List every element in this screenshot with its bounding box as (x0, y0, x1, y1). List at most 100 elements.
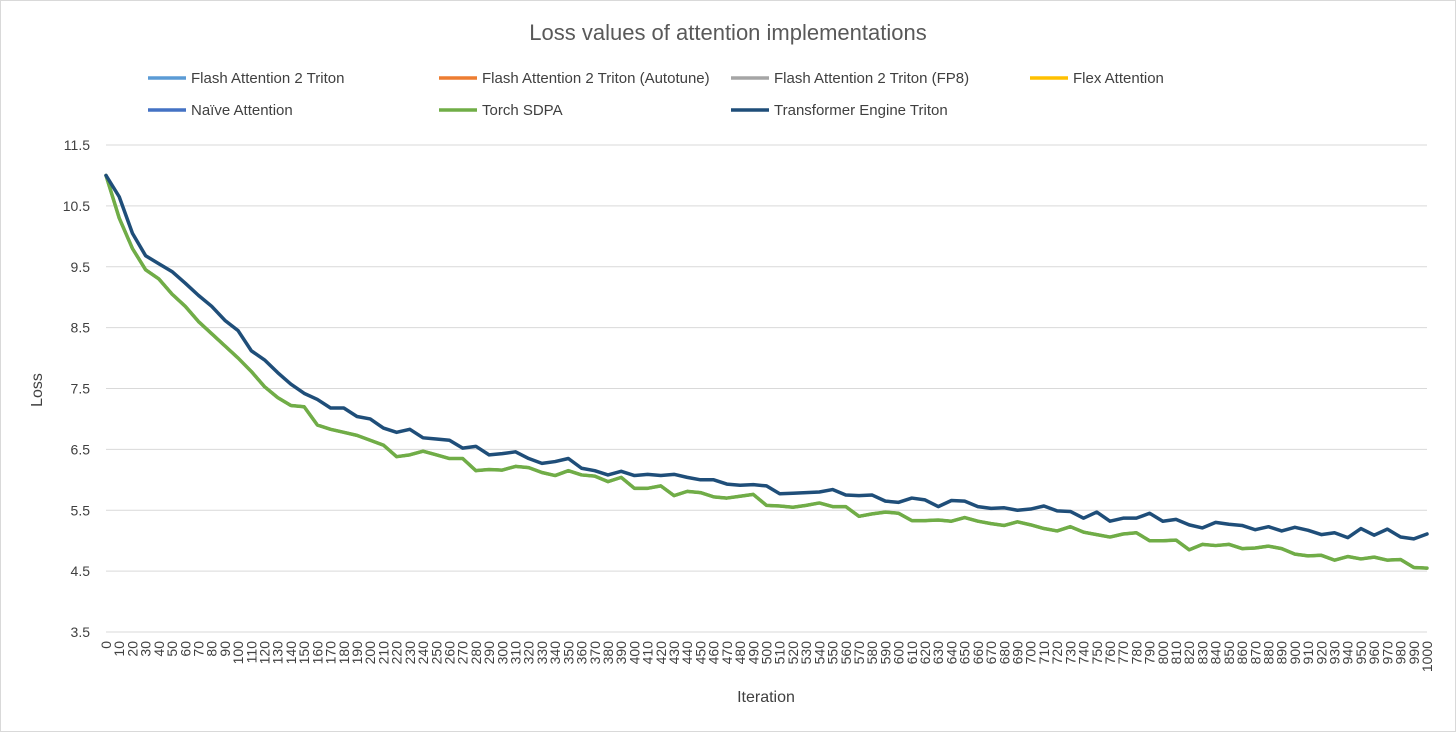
x-tick-label: 310 (508, 641, 524, 665)
legend-label: Torch SDPA (482, 102, 563, 119)
legend-label: Flash Attention 2 Triton (191, 70, 344, 87)
y-tick-label: 7.5 (71, 381, 91, 397)
x-tick-label: 840 (1208, 641, 1224, 665)
x-tick-label: 130 (270, 641, 286, 665)
chart-title: Loss values of attention implementations (529, 20, 926, 45)
x-tick-label: 750 (1089, 641, 1105, 665)
gridlines (106, 144, 1427, 633)
x-tick-label: 270 (455, 641, 471, 665)
x-tick-label: 730 (1062, 641, 1078, 665)
x-tick-label: 900 (1287, 641, 1303, 665)
x-tick-label: 430 (666, 641, 682, 665)
y-tick-label: 5.5 (71, 502, 91, 518)
x-tick-label: 620 (917, 641, 933, 665)
x-tick-label: 140 (283, 641, 299, 665)
x-tick-label: 700 (1023, 641, 1039, 665)
x-tick-label: 970 (1379, 641, 1395, 665)
series-line-4 (104, 173, 1429, 570)
x-tick-label: 600 (891, 641, 907, 665)
x-tick-label: 10 (111, 641, 127, 657)
x-tick-label: 120 (257, 641, 273, 665)
x-tick-label: 20 (124, 641, 140, 657)
x-tick-label: 180 (336, 641, 352, 665)
x-tick-label: 560 (838, 641, 854, 665)
x-tick-label: 590 (877, 641, 893, 665)
x-tick-label: 260 (441, 641, 457, 665)
y-tick-label: 6.5 (71, 441, 91, 457)
x-tick-label: 510 (772, 641, 788, 665)
x-tick-label: 30 (138, 641, 154, 657)
legend: Flash Attention 2 Triton Flash Attention … (148, 70, 1164, 119)
x-tick-label: 330 (534, 641, 550, 665)
x-tick-label: 340 (547, 641, 563, 665)
x-tick-label: 870 (1247, 641, 1263, 665)
x-tick-label: 850 (1221, 641, 1237, 665)
x-tick-label: 770 (1115, 641, 1131, 665)
x-tick-label: 670 (983, 641, 999, 665)
series-line-6 (104, 173, 1429, 541)
x-tick-label: 390 (613, 641, 629, 665)
x-tick-label: 830 (1194, 641, 1210, 665)
x-tick-label: 370 (587, 641, 603, 665)
x-tick-label: 930 (1327, 641, 1343, 665)
x-tick-label: 910 (1300, 641, 1316, 665)
x-tick-label: 450 (692, 641, 708, 665)
x-tick-label: 780 (1128, 641, 1144, 665)
series-line-2 (104, 173, 1429, 570)
x-tick-label: 530 (798, 641, 814, 665)
x-tick-label: 460 (706, 641, 722, 665)
x-tick-label: 650 (957, 641, 973, 665)
y-axis-title: Loss (29, 373, 46, 407)
x-tick-label: 980 (1393, 641, 1409, 665)
x-tick-label: 420 (653, 641, 669, 665)
x-tick-label: 950 (1353, 641, 1369, 665)
x-tick-label: 520 (785, 641, 801, 665)
y-tick-label: 8.5 (71, 320, 91, 336)
x-tick-label: 290 (481, 641, 497, 665)
y-tick-label: 3.5 (71, 624, 91, 640)
y-tick-label: 10.5 (63, 198, 90, 214)
x-tick-label: 170 (323, 641, 339, 665)
x-axis-ticks: 0102030405060708090100110120130140150160… (98, 641, 1435, 672)
x-tick-label: 1000 (1419, 641, 1435, 672)
series-line-1 (104, 173, 1429, 570)
x-tick-label: 660 (970, 641, 986, 665)
x-tick-label: 360 (574, 641, 590, 665)
legend-label: Flash Attention 2 Triton (Autotune) (482, 70, 710, 87)
x-tick-label: 920 (1313, 641, 1329, 665)
x-tick-label: 220 (389, 641, 405, 665)
x-tick-label: 300 (494, 641, 510, 665)
x-tick-label: 190 (349, 641, 365, 665)
x-tick-label: 720 (1049, 641, 1065, 665)
x-tick-label: 230 (402, 641, 418, 665)
x-tick-label: 40 (151, 641, 167, 657)
x-tick-label: 500 (759, 641, 775, 665)
legend-label: Naïve Attention (191, 102, 293, 119)
legend-label: Flex Attention (1073, 70, 1164, 87)
x-tick-label: 280 (468, 641, 484, 665)
x-tick-label: 90 (217, 641, 233, 657)
x-tick-label: 110 (243, 641, 259, 664)
x-tick-label: 470 (719, 641, 735, 665)
x-tick-label: 800 (1155, 641, 1171, 665)
x-tick-label: 860 (1234, 641, 1250, 665)
x-tick-label: 790 (1142, 641, 1158, 665)
y-tick-label: 9.5 (71, 259, 91, 275)
x-tick-label: 760 (1102, 641, 1118, 665)
x-tick-label: 880 (1260, 641, 1276, 665)
x-tick-label: 350 (560, 641, 576, 665)
x-tick-label: 0 (98, 641, 114, 649)
x-tick-label: 250 (428, 641, 444, 665)
series-line-0 (104, 173, 1429, 570)
x-tick-label: 550 (825, 641, 841, 665)
x-tick-label: 690 (1009, 641, 1025, 665)
x-axis-title: Iteration (737, 689, 795, 706)
x-tick-label: 440 (679, 641, 695, 665)
x-tick-label: 540 (811, 641, 827, 665)
x-tick-label: 210 (375, 641, 391, 665)
x-tick-label: 580 (864, 641, 880, 665)
series-lines (104, 173, 1429, 570)
x-tick-label: 940 (1340, 641, 1356, 665)
